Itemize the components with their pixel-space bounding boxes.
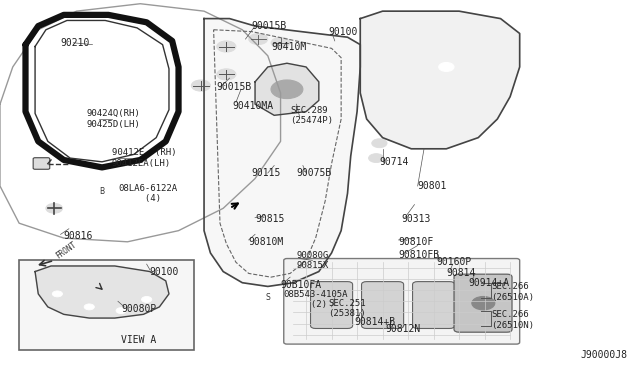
- Text: 90412E  (RH)
90412EA(LH): 90412E (RH) 90412EA(LH): [111, 148, 176, 168]
- Text: 90080G
90815X: 90080G 90815X: [296, 251, 329, 270]
- Text: 90914+A: 90914+A: [468, 278, 510, 288]
- Text: 90810M: 90810M: [249, 237, 284, 247]
- Text: 90714: 90714: [380, 157, 409, 167]
- Text: 90424Q(RH)
90425D(LH): 90424Q(RH) 90425D(LH): [86, 109, 140, 129]
- Polygon shape: [204, 19, 360, 286]
- Circle shape: [438, 62, 454, 71]
- Polygon shape: [255, 63, 319, 115]
- Text: 90814+B: 90814+B: [354, 317, 395, 327]
- Text: SEC.251
(25381): SEC.251 (25381): [328, 299, 366, 318]
- Circle shape: [191, 80, 211, 91]
- Circle shape: [217, 41, 236, 52]
- Circle shape: [116, 308, 126, 314]
- Text: 90313: 90313: [402, 215, 431, 224]
- Text: 08B543-4105A
     (2): 08B543-4105A (2): [284, 290, 348, 309]
- Text: 90816: 90816: [64, 231, 93, 241]
- Circle shape: [217, 69, 236, 80]
- Circle shape: [84, 304, 94, 310]
- Circle shape: [259, 293, 276, 302]
- Polygon shape: [35, 266, 169, 318]
- Text: 90015B: 90015B: [217, 83, 252, 92]
- FancyBboxPatch shape: [33, 158, 50, 169]
- Text: 90810F: 90810F: [399, 237, 434, 247]
- Text: SEC.266
(26510N): SEC.266 (26510N): [491, 310, 534, 330]
- Text: 90100: 90100: [150, 267, 179, 276]
- Text: 90115: 90115: [252, 168, 281, 178]
- FancyBboxPatch shape: [310, 282, 353, 328]
- Text: SEC.289
(25474P): SEC.289 (25474P): [290, 106, 333, 125]
- Circle shape: [249, 33, 268, 45]
- Text: VIEW A: VIEW A: [121, 336, 156, 345]
- Text: 08LA6-6122A
     (4): 08LA6-6122A (4): [118, 184, 177, 203]
- Text: 90210: 90210: [61, 38, 90, 48]
- Text: 90815: 90815: [255, 215, 284, 224]
- Text: 90015B: 90015B: [252, 21, 287, 31]
- Polygon shape: [360, 11, 520, 149]
- Circle shape: [271, 80, 303, 99]
- Circle shape: [141, 296, 152, 302]
- Text: J90000J8: J90000J8: [580, 350, 627, 360]
- FancyBboxPatch shape: [413, 282, 454, 328]
- Text: FRONT: FRONT: [54, 240, 78, 260]
- Text: SEC.266
(26510A): SEC.266 (26510A): [491, 282, 534, 302]
- FancyBboxPatch shape: [362, 282, 404, 328]
- FancyBboxPatch shape: [284, 259, 520, 344]
- Text: 90810FB: 90810FB: [399, 250, 440, 260]
- FancyBboxPatch shape: [454, 274, 512, 332]
- Circle shape: [271, 37, 290, 48]
- Text: S: S: [266, 293, 270, 302]
- Text: 90080P: 90080P: [121, 304, 156, 314]
- Circle shape: [372, 139, 387, 148]
- Text: 90410M: 90410M: [271, 42, 307, 51]
- Text: 90812N: 90812N: [386, 324, 421, 334]
- Text: 90100: 90100: [328, 27, 358, 36]
- Circle shape: [93, 187, 110, 196]
- Text: 90160P: 90160P: [436, 257, 472, 267]
- Text: 90410MA: 90410MA: [233, 101, 274, 111]
- Circle shape: [46, 203, 63, 213]
- Circle shape: [369, 154, 384, 163]
- Circle shape: [472, 296, 495, 310]
- Text: 90814: 90814: [446, 269, 476, 278]
- Text: B: B: [99, 187, 104, 196]
- Text: 90075B: 90075B: [296, 168, 332, 178]
- Text: 90B10FA: 90B10FA: [280, 280, 322, 289]
- Circle shape: [52, 291, 63, 297]
- Text: 90801: 90801: [418, 181, 447, 191]
- FancyBboxPatch shape: [19, 260, 195, 350]
